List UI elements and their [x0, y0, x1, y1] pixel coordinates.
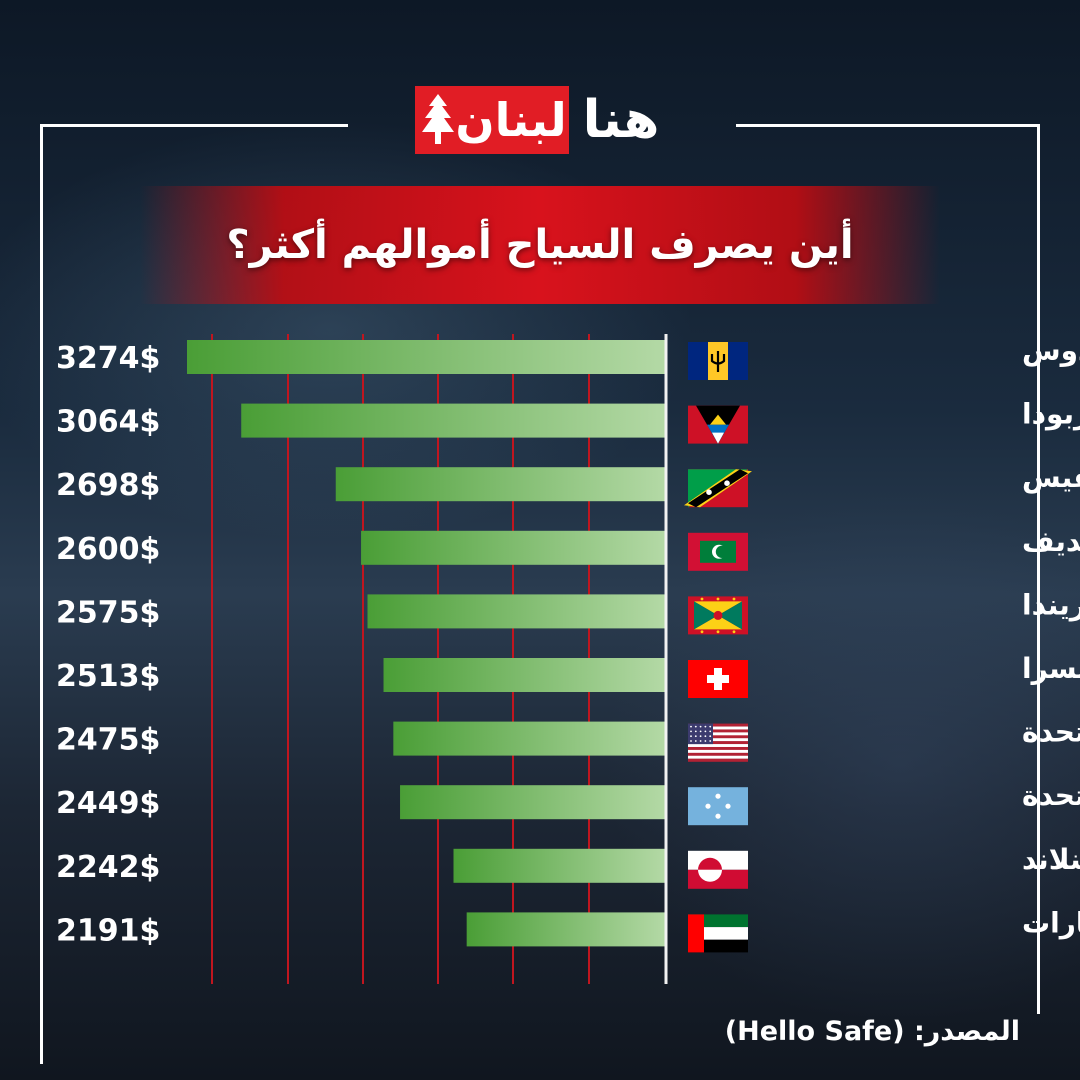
frame-right [1037, 124, 1040, 1014]
bar [466, 912, 666, 947]
bar [335, 467, 666, 502]
micronesia-flag-icon [688, 787, 748, 826]
title-banner [140, 186, 940, 304]
bar [453, 848, 666, 883]
bar [383, 658, 666, 692]
switzerland-flag-icon [688, 660, 748, 698]
united-arab-emirates-flag-icon [688, 914, 748, 953]
frame-top-left [40, 124, 348, 127]
country-label: مالديف [1022, 525, 1080, 558]
bar [400, 785, 666, 820]
country-label: جرينلاند [1022, 843, 1080, 876]
value-label: 2513$ [56, 659, 160, 694]
country-label: غريندا [1022, 588, 1080, 621]
barbados-flag-icon [688, 342, 748, 380]
bar [187, 340, 666, 374]
logo-brand-red: لبنان [455, 93, 567, 147]
value-label: 2449$ [56, 786, 160, 821]
value-label: 3064$ [56, 405, 160, 440]
value-label: 3274$ [56, 341, 160, 376]
country-label: الولايات المتحدة [1022, 716, 1080, 749]
bar [361, 530, 666, 565]
value-label: 2191$ [56, 913, 160, 948]
brand-logo: لبنان هنا [415, 86, 671, 154]
country-label: الإمارات [1022, 906, 1080, 939]
cedar-icon [422, 94, 454, 144]
value-label: 2575$ [56, 595, 160, 630]
united-states-flag-icon [688, 723, 748, 762]
grenada-flag-icon [688, 596, 748, 635]
country-label: انتيغا وباربودا [1022, 398, 1080, 431]
value-label: 2242$ [56, 850, 160, 885]
country-label: سويسرا [1022, 652, 1080, 685]
chart-title: أين يصرف السياح أموالهم أكثر؟ [226, 222, 854, 268]
value-label: 2600$ [56, 532, 160, 567]
country-label: ميكرونيزيا المتحدة [1022, 779, 1080, 812]
bar [241, 403, 666, 438]
logo-brand-white: هنا [582, 90, 660, 150]
value-label: 2698$ [56, 468, 160, 503]
bar [393, 721, 666, 756]
saint-kitts-and-nevis-flag-icon [684, 469, 752, 508]
frame-left [40, 124, 43, 1064]
source-note: المصدر: (Hello Safe) [724, 1016, 1020, 1047]
country-label: سانت كيتس ونيفيس [1022, 461, 1080, 494]
frame-top-right [736, 124, 1040, 127]
greenland-flag-icon [688, 850, 748, 889]
antigua-and-barbuda-flag-icon [688, 405, 748, 444]
maldives-flag-icon [688, 532, 748, 571]
value-label: 2475$ [56, 723, 160, 758]
country-label: باربادوس [1022, 334, 1080, 367]
bar [367, 594, 666, 629]
